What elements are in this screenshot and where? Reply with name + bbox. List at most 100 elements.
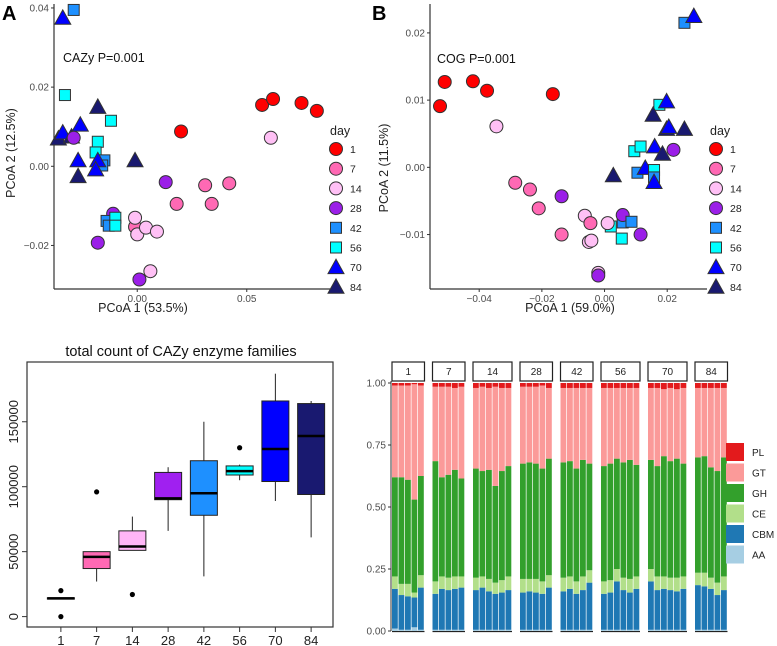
panel-d-bar-segment-GH (560, 462, 567, 578)
panel-a-point-day-7 (204, 196, 219, 211)
panel-c-y-tick-label: 150000 (6, 400, 21, 443)
panel-c-x-tick-label: 1 (57, 633, 64, 646)
panel-d-bar-segment-AA (708, 629, 714, 631)
panel-c-x-tick-label: 14 (125, 633, 139, 646)
panel-d-bar-segment-CE (526, 578, 533, 592)
panel-c-x-tick-label: 56 (232, 633, 246, 646)
panel-b-y-tick-label: 0.00 (406, 163, 426, 174)
panel-a-point-day-84 (126, 151, 144, 168)
panel-d-bar-segment-CBM (546, 587, 552, 630)
panel-d-bar-segment-CBM (499, 592, 505, 630)
panel-d-bar-segment-GH (533, 463, 539, 579)
panel-d-bar-segment-GT (492, 386, 499, 486)
panel-b-legend-label: 7 (730, 164, 736, 176)
panel-c-x-tick-label: 70 (268, 633, 282, 646)
panel-d-bar-segment-GH (398, 477, 405, 584)
panel-d-bar-segment-GH (648, 459, 654, 569)
panel-d-facet-label: 28 (531, 367, 543, 378)
panel-d-bar-segment-GH (539, 468, 546, 582)
panel-d-bar-segment-CE (601, 581, 607, 594)
panel-d-bar-segment-CBM (560, 591, 567, 630)
panel-d-bar-segment-GH (721, 457, 727, 577)
panel-d-bar-segment-GH (586, 463, 593, 571)
panel-d-bar-segment-PL (714, 383, 721, 388)
panel-d-bar-segment-GH (411, 499, 418, 593)
panel-b-annotation: COG P=0.001 (437, 52, 516, 66)
panel-d-y-tick-label: 1.00 (367, 379, 387, 390)
panel-d-bar-segment-CBM (648, 581, 654, 630)
panel-d-bar-segment-GH (654, 466, 661, 577)
panel-d-bar-segment-PL (526, 383, 533, 387)
panel-c-x-tick-label: 28 (161, 633, 175, 646)
panel-d-bar-segment-CE (520, 578, 526, 593)
panel-d-bar-segment-AA (654, 629, 661, 631)
panel-d-bar-segment-GT (405, 385, 411, 480)
panel-d-bar-segment-GH (479, 471, 486, 577)
panel-d-bar-segment-GT (714, 387, 721, 472)
panel-d-legend-key-PL (726, 443, 744, 461)
panel-d-bar-segment-GH (405, 479, 411, 584)
panel-d-bar-segment-CE (567, 576, 573, 589)
panel-b-x-tick-label: 0.00 (595, 294, 615, 305)
panel-a-point-day-70 (71, 115, 90, 132)
panel-d-bar-segment-PL (674, 383, 680, 390)
panel-d-bar-segment-GH (627, 459, 633, 579)
panel-d-bar-segment-CE (398, 583, 405, 596)
panel-d-legend-key-AA (726, 545, 744, 564)
panel-d-bar-segment-GH (499, 471, 505, 581)
panel-d-bar-segment-GT (607, 387, 614, 464)
panel-d-bar-segment-GT (721, 387, 727, 458)
panel-b-y-tick-label: 0.02 (406, 28, 426, 39)
panel-b-x-tick-label: −0.02 (529, 294, 555, 305)
panel-a-ylabel: PCoA 2 (12.5%) (4, 108, 18, 198)
panel-a-x-tick-label: 0.05 (237, 294, 257, 305)
panel-d-legend-key-GT (726, 463, 744, 482)
panel-d-bar-segment-CE (546, 575, 552, 588)
panel-d-bar-segment-CE (405, 583, 411, 597)
panel-d-bar-segment-CBM (627, 592, 633, 630)
panel-a-legend-label: 14 (350, 183, 362, 195)
panel-d-bar-segment-AA (526, 629, 533, 631)
panel-a-legend-key-56 (330, 241, 342, 254)
panel-d-bar-segment-GH (567, 461, 573, 577)
panel-d-bar-segment-GT (546, 387, 552, 459)
panel-d-bar-segment-PL (486, 383, 492, 388)
panel-d-bar-segment-CBM (486, 591, 492, 630)
panel-d-bar-segment-CE (667, 577, 674, 591)
panel-d-legend-label: GH (752, 489, 767, 500)
panel-a-y-tick-label: 0.04 (30, 3, 50, 14)
panel-b-point-day-84 (604, 166, 623, 183)
panel-c-y-tick-label: 100000 (6, 465, 21, 508)
panel-d-legend-label: CE (752, 510, 766, 521)
panel-b-point-day-70 (684, 7, 703, 23)
panel-d-bar-segment-PL (614, 383, 620, 388)
panel-d-bar-segment-PL (473, 383, 479, 388)
panel-d-bar-segment-CBM (533, 592, 539, 630)
panel-a-point-day-84 (69, 167, 87, 184)
panel-b-point-day-56 (634, 140, 647, 153)
panel-a-legend-key-84 (327, 277, 345, 294)
panel-c-box-42 (189, 460, 218, 516)
panel-d-bar-segment-CE (620, 577, 627, 591)
panel-c-plot: 0 50000 100000 150000 1 7 14 28 42 56 70 84 (6, 361, 334, 646)
panel-d-bar-segment-GH (661, 456, 667, 577)
panel-d-bar-segment-PL (654, 383, 661, 388)
panel-a-point-day-28 (158, 175, 173, 190)
panel-d-bar-segment-AA (607, 629, 614, 631)
panel-d-bar-segment-PL (492, 383, 499, 387)
panel-b-point-day-70 (659, 117, 678, 134)
panel-d-bar-segment-PL (586, 383, 593, 388)
panel-d-bar-segment-CBM (418, 587, 424, 630)
panel-d-facet-strip-84 (694, 361, 729, 382)
panel-a-point-day-1 (309, 103, 324, 118)
panel-b-label: B (372, 3, 386, 25)
panel-a-point-day-14 (263, 130, 278, 145)
panel-b-point-day-7 (522, 182, 537, 197)
panel-c-title: total count of CAZy enzyme families (65, 344, 296, 360)
panel-d-bar-segment-PL (573, 383, 580, 388)
panel-d-facet-label: 14 (487, 367, 499, 378)
panel-d-legend-label: CBM (752, 530, 774, 541)
panel-d-bar-segment-GT (499, 387, 505, 472)
panel-d-y-tick-label: 0.25 (367, 565, 387, 576)
panel-d-bar-segment-PL (479, 383, 486, 387)
